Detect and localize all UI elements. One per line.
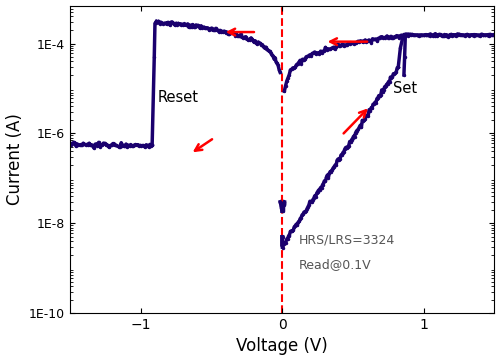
Text: HRS/LRS=3324: HRS/LRS=3324 (299, 234, 396, 247)
Text: Set: Set (392, 81, 416, 96)
Text: Reset: Reset (158, 90, 199, 105)
Text: Read@0.1V: Read@0.1V (299, 258, 372, 271)
X-axis label: Voltage (V): Voltage (V) (236, 338, 328, 356)
Y-axis label: Current (A): Current (A) (6, 113, 24, 205)
